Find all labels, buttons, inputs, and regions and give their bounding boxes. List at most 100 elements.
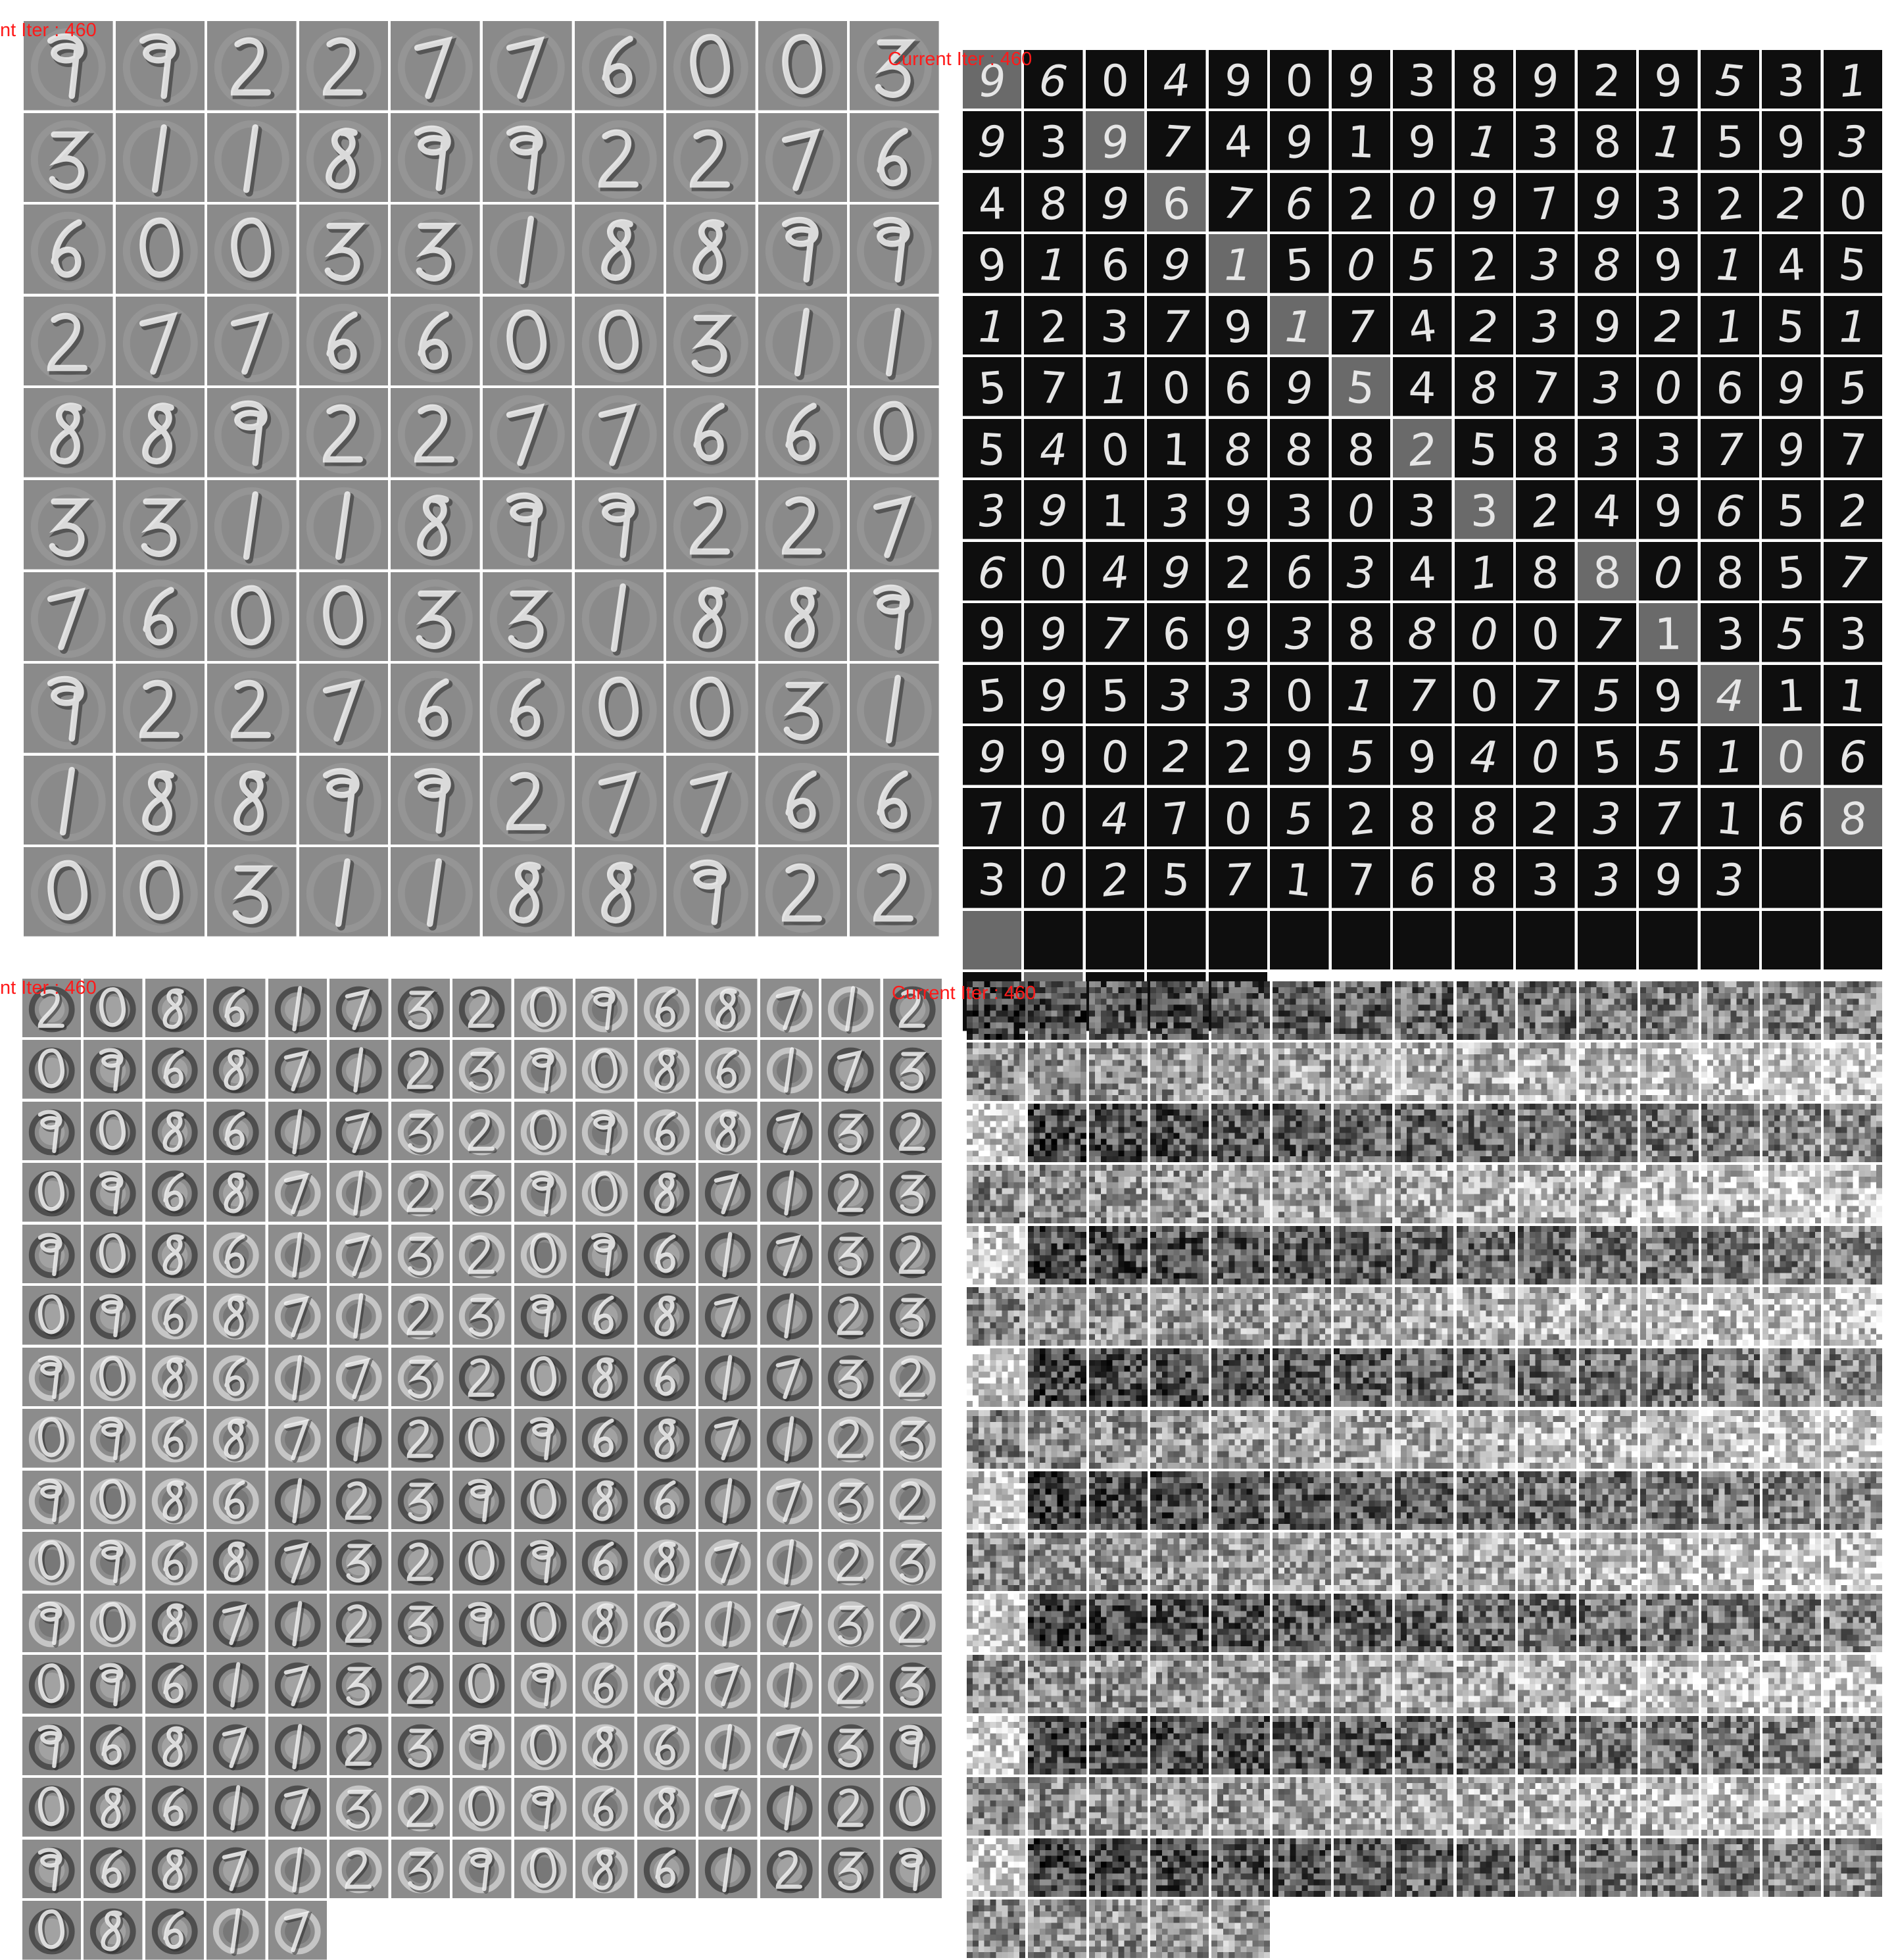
filter-image bbox=[575, 1102, 634, 1160]
filter-image bbox=[452, 1532, 511, 1590]
svg-text:1: 1 bbox=[1101, 486, 1130, 537]
noise-patch bbox=[1518, 1777, 1576, 1836]
noise-patch bbox=[1150, 1594, 1209, 1652]
noise-patch bbox=[1211, 1838, 1270, 1897]
noise-patch bbox=[1211, 1104, 1270, 1162]
svg-text:4: 4 bbox=[1591, 485, 1622, 537]
digit-image: 3 bbox=[963, 849, 1021, 908]
digit-image: 9 bbox=[1639, 849, 1697, 908]
filter-image bbox=[514, 1348, 573, 1406]
noise-patch bbox=[1824, 1226, 1882, 1285]
iteration-label: Current Iter : 460 bbox=[888, 50, 1032, 69]
noise-patch bbox=[1640, 1348, 1699, 1407]
digit-image: 7 bbox=[1516, 665, 1574, 723]
svg-text:0: 0 bbox=[1099, 731, 1132, 784]
filter-image bbox=[22, 1102, 81, 1160]
digit-image: 1 bbox=[1824, 665, 1882, 723]
svg-text:7: 7 bbox=[1100, 608, 1130, 660]
noise-patch bbox=[1273, 1655, 1331, 1713]
svg-text:4: 4 bbox=[1714, 670, 1745, 722]
filter-image bbox=[883, 1594, 942, 1652]
svg-text:6: 6 bbox=[1162, 608, 1191, 660]
svg-text:9: 9 bbox=[1283, 116, 1317, 169]
digit-image: 0 bbox=[1086, 419, 1144, 478]
filter-image bbox=[883, 1778, 942, 1836]
filter-image bbox=[391, 1532, 450, 1590]
filter-image bbox=[145, 1717, 204, 1775]
noise-patch bbox=[1273, 1777, 1331, 1836]
digit-image: 7 bbox=[1147, 788, 1205, 846]
noise-patch bbox=[1457, 1226, 1515, 1285]
svg-text:7: 7 bbox=[1530, 670, 1561, 722]
digit-image: 5 bbox=[1824, 234, 1882, 293]
filter-image bbox=[698, 1040, 757, 1098]
noise-patch bbox=[1518, 1655, 1576, 1713]
filter-image bbox=[268, 1655, 327, 1713]
svg-text:2: 2 bbox=[1468, 239, 1500, 292]
noise-patch bbox=[1089, 1655, 1148, 1713]
filter-image bbox=[760, 1348, 819, 1406]
noise-patch bbox=[1211, 1532, 1270, 1591]
filter-image bbox=[760, 1532, 819, 1590]
svg-text:2: 2 bbox=[1346, 178, 1376, 230]
svg-text:2: 2 bbox=[1469, 301, 1499, 353]
digit-image: 3 bbox=[1516, 234, 1574, 293]
svg-text:9: 9 bbox=[1161, 547, 1192, 599]
noise-patch bbox=[967, 1594, 1025, 1652]
svg-text:9: 9 bbox=[1100, 178, 1130, 230]
noise-patch bbox=[1640, 1226, 1699, 1285]
digit-image: 3 bbox=[1147, 480, 1205, 539]
filter-image bbox=[299, 21, 389, 110]
digit-image: 9 bbox=[1762, 111, 1820, 170]
filter-image bbox=[145, 979, 204, 1037]
filter-image bbox=[84, 1409, 142, 1467]
digit-image: 9 bbox=[1209, 603, 1267, 662]
svg-text:2: 2 bbox=[1528, 792, 1561, 845]
svg-text:0: 0 bbox=[1531, 731, 1561, 783]
noise-patch bbox=[1457, 1777, 1515, 1836]
noise-patch bbox=[1395, 1594, 1453, 1652]
svg-text:3: 3 bbox=[1530, 239, 1561, 291]
filter-image bbox=[760, 1409, 819, 1467]
filter-image bbox=[145, 1225, 204, 1283]
digit-image bbox=[1086, 911, 1144, 969]
svg-text:9: 9 bbox=[1222, 301, 1254, 353]
svg-text:5: 5 bbox=[1776, 608, 1807, 661]
filter-image bbox=[24, 572, 113, 662]
svg-text:5: 5 bbox=[1468, 424, 1499, 476]
digit-image: 1 bbox=[1332, 111, 1390, 170]
filter-image bbox=[760, 1594, 819, 1652]
digit-image: 0 bbox=[1455, 665, 1513, 723]
noise-patch bbox=[1028, 1410, 1086, 1469]
svg-text:9: 9 bbox=[1222, 55, 1253, 107]
svg-text:1: 1 bbox=[1776, 670, 1806, 722]
filter-image bbox=[637, 1594, 696, 1652]
digit-image: 8 bbox=[1393, 603, 1451, 662]
filter-image bbox=[329, 1840, 388, 1898]
noise-patch bbox=[1211, 1410, 1270, 1469]
filter-image bbox=[391, 572, 480, 662]
noise-patch bbox=[967, 1226, 1025, 1285]
filter-image bbox=[207, 205, 297, 294]
filter-image bbox=[116, 756, 205, 845]
digit-image: 1 bbox=[1639, 603, 1697, 662]
noise-patch bbox=[1334, 1348, 1392, 1407]
svg-text:6: 6 bbox=[1778, 793, 1805, 844]
svg-text:1: 1 bbox=[978, 301, 1007, 353]
filter-image bbox=[391, 847, 480, 937]
filter-image bbox=[84, 1286, 142, 1344]
filter-image bbox=[575, 572, 664, 662]
filter-image bbox=[84, 1348, 142, 1406]
noise-patch bbox=[1089, 1287, 1148, 1346]
filter-image bbox=[637, 1225, 696, 1283]
svg-text:0: 0 bbox=[1468, 670, 1499, 722]
filter-image bbox=[821, 1348, 880, 1406]
filter-image bbox=[637, 1040, 696, 1098]
digit-image: 1 bbox=[1086, 357, 1144, 416]
digit-image: 9 bbox=[1762, 357, 1820, 416]
noise-patch bbox=[1028, 1104, 1086, 1162]
svg-text:3: 3 bbox=[1653, 424, 1684, 476]
noise-patch bbox=[1457, 1287, 1515, 1346]
filter-image bbox=[850, 664, 939, 753]
